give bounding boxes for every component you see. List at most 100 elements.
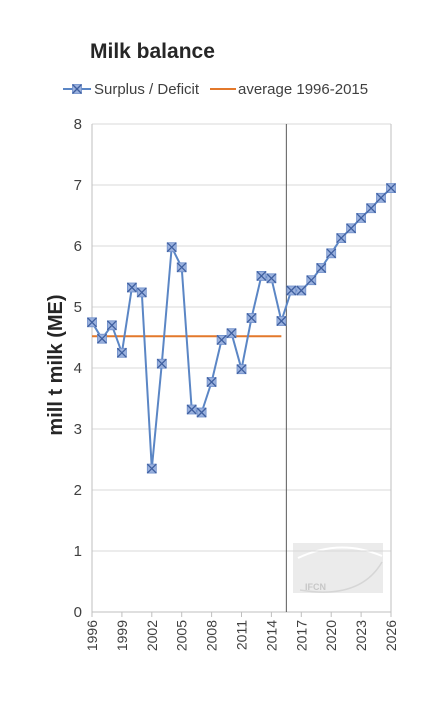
x-tick-label-2011: 2011 [234,620,250,650]
watermark-arc-icon [297,546,383,559]
data-point-2004 [166,242,177,253]
y-tick-label-2: 2 [74,482,82,499]
data-point-2008 [206,377,217,387]
data-point-cross-b [376,192,386,203]
y-tick-label-1: 1 [74,543,82,560]
legend: Surplus / Deficit average 1996-2015 [63,81,368,98]
data-point-cross-b [136,287,147,298]
data-point-cross-b [106,320,117,331]
data-point-cross-b [97,333,107,344]
data-point-2024 [366,203,377,214]
data-point-cross-b [166,242,177,253]
x-tick-labels: 1996 1999 2002 2005 2008 2011 2014 2017 2020 2023… [84,620,399,651]
x-tick-label-2005: 2005 [174,620,190,651]
data-point-2013 [256,270,267,281]
data-point-2001 [136,287,147,298]
data-point-cross-b [176,262,187,273]
data-point-cross-b [356,212,367,223]
data-point-1997 [97,333,107,344]
data-point-2026 [386,183,396,194]
data-point-cross-b [126,282,137,293]
data-point-cross-b [87,317,97,328]
data-point-cross-b [146,463,157,474]
x-tick-label-2026: 2026 [383,620,399,651]
data-point-2014 [266,273,277,284]
x-tick-label-2017: 2017 [293,620,309,651]
y-tick-label-0: 0 [74,604,82,621]
gridlines [92,123,391,552]
data-point-cross-b [336,233,347,244]
x-tick-label-1996: 1996 [84,620,100,651]
data-point-cross-b [386,183,396,194]
y-tick-label-5: 5 [74,299,82,316]
data-point-cross-b [116,347,127,358]
watermark-swoosh-icon [299,561,383,593]
data-point-1999 [116,347,127,358]
data-point-cross-b [246,313,257,323]
data-point-2003 [156,358,167,369]
data-point-2015 [276,316,287,326]
data-point-cross-b [286,285,297,296]
data-point-2009 [216,334,227,345]
y-tick-label-3: 3 [74,421,82,438]
data-point-cross-b [236,364,247,375]
surplus-series [87,183,396,474]
data-point-cross-b [226,328,237,339]
y-tick-label-7: 7 [74,177,82,194]
data-point-cross-b [276,316,287,326]
data-point-2005 [176,262,187,273]
x-tick-label-2023: 2023 [353,620,369,651]
chart-title: Milk balance [90,40,215,63]
data-point-2025 [376,192,386,203]
y-axis-label: mill t milk (ME) [45,294,67,435]
data-point-cross-b [306,275,317,286]
legend-item-surplus: Surplus / Deficit [63,81,200,98]
legend-item-average: average 1996-2015 [210,81,368,98]
x-tick-label-2002: 2002 [144,620,160,651]
y-tick-label-8: 8 [74,116,82,133]
data-point-2016 [286,285,297,296]
x-tick-label-1999: 1999 [114,620,130,651]
data-point-cross-b [266,273,277,284]
data-point-cross-b [216,334,227,345]
y-tick-label-4: 4 [74,360,82,377]
data-point-cross-b [326,248,337,259]
surplus-line [91,187,392,470]
data-point-2020 [326,248,337,259]
watermark-text: IFCN [305,582,326,592]
data-point-2023 [356,212,367,223]
data-point-2019 [316,263,327,273]
data-point-cross-b [316,263,327,273]
legend-label-surplus: Surplus / Deficit [94,81,200,98]
x-tick-label-2020: 2020 [323,620,339,651]
legend-marker-surplus [72,84,82,94]
legend-label-average: average 1996-2015 [238,81,368,98]
data-point-cross-b [156,358,167,369]
data-point-2006 [186,404,197,415]
data-point-cross-b [196,407,207,418]
data-point-2022 [346,223,357,234]
data-point-2012 [246,313,257,323]
x-tick-label-2014: 2014 [263,620,279,651]
data-point-2007 [196,407,207,418]
data-point-2021 [336,233,347,244]
y-tick-labels: 0 1 2 3 4 5 6 7 8 [74,116,82,621]
data-point-cross-b [256,270,267,281]
data-point-cross-b [346,223,357,234]
data-point-2000 [126,282,137,293]
data-point-cross-b [366,203,377,214]
data-point-2010 [226,328,237,339]
data-point-cross-b [186,404,197,415]
data-point-1998 [106,320,117,331]
data-point-cross-b [296,285,307,296]
data-point-2002 [146,463,157,474]
y-tick-label-6: 6 [74,238,82,255]
x-tick-label-2008: 2008 [204,620,220,651]
data-point-2011 [236,364,247,375]
data-point-cross-b [206,377,217,387]
data-point-2017 [296,285,307,296]
axes [91,124,392,617]
data-point-1996 [87,317,97,328]
data-point-2018 [306,275,317,286]
